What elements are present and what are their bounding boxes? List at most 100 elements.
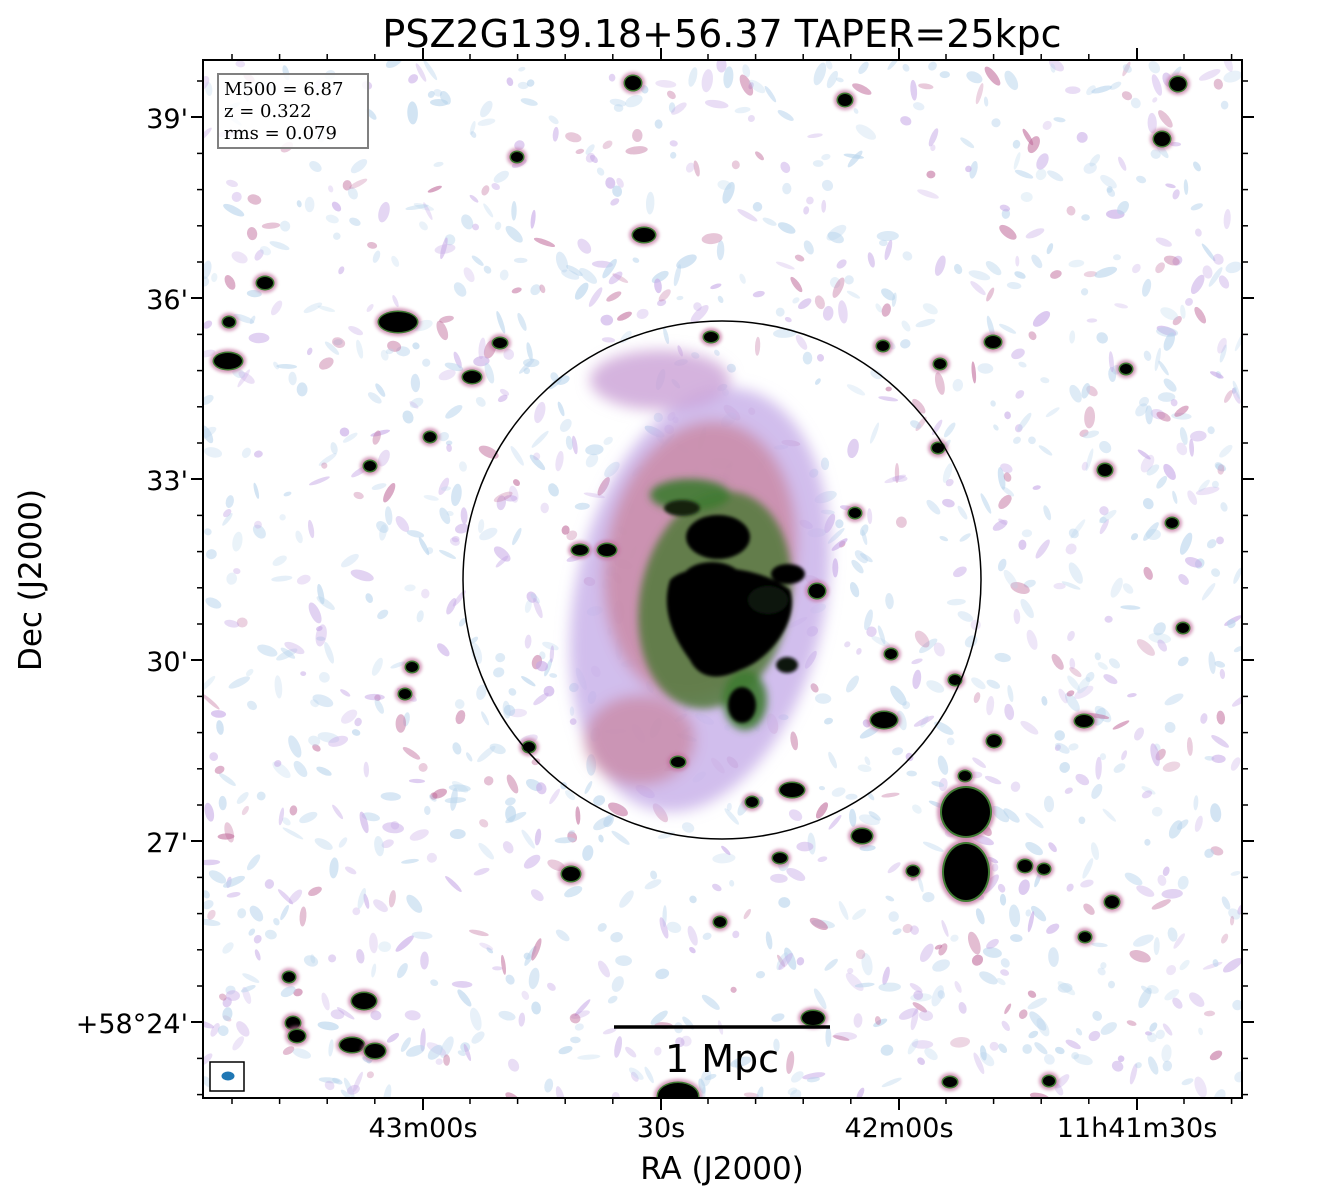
noise-patch	[1181, 1078, 1194, 1086]
noise-patch	[316, 626, 323, 632]
noise-patch	[377, 609, 389, 620]
noise-patch	[986, 679, 1001, 689]
noise-patch	[549, 673, 558, 678]
noise-patch	[1142, 497, 1154, 510]
noise-patch	[953, 566, 967, 578]
noise-patch	[232, 1036, 245, 1051]
noise-patch	[413, 203, 435, 211]
noise-patch	[411, 931, 433, 940]
noise-patch	[1075, 1027, 1083, 1036]
source-core	[942, 788, 990, 836]
noise-patch	[926, 499, 941, 515]
source-core	[871, 712, 897, 728]
noise-patch	[1165, 183, 1176, 189]
noise-patch	[565, 790, 576, 801]
noise-patch	[943, 422, 956, 438]
noise-patch	[518, 1012, 526, 1027]
noise-patch	[432, 788, 447, 799]
noise-patch	[1234, 1071, 1242, 1083]
source-core	[985, 336, 1001, 348]
noise-patch	[585, 144, 595, 155]
noise-patch	[1211, 568, 1221, 577]
noise-patch	[438, 432, 450, 442]
noise-patch	[1085, 448, 1094, 472]
noise-patch	[685, 162, 695, 173]
noise-patch	[721, 845, 731, 856]
noise-patch	[659, 917, 669, 939]
source-core	[1154, 132, 1170, 146]
noise-patch	[465, 752, 473, 762]
noise-patch	[1211, 735, 1229, 748]
noise-patch	[1223, 209, 1231, 230]
source-core	[809, 584, 825, 598]
noise-patch	[569, 1013, 581, 1024]
noise-patch	[1050, 63, 1056, 73]
noise-patch	[1231, 387, 1237, 394]
noise-patch	[836, 259, 847, 269]
noise-patch	[603, 436, 613, 446]
noise-patch	[332, 337, 346, 348]
noise-patch	[1010, 582, 1030, 594]
noise-patch	[463, 267, 475, 283]
noise-patch	[812, 160, 824, 167]
noise-patch	[1150, 743, 1160, 767]
compact-source	[710, 913, 730, 931]
noise-patch	[439, 507, 451, 525]
noise-patch	[390, 821, 400, 830]
noise-patch	[336, 1007, 355, 1020]
noise-patch	[1055, 742, 1070, 754]
noise-patch	[867, 792, 875, 801]
noise-patch	[654, 119, 663, 129]
noise-patch	[407, 101, 418, 125]
noise-patch	[555, 450, 564, 472]
noise-patch	[310, 699, 319, 708]
noise-patch	[493, 667, 505, 678]
noise-patch	[1208, 267, 1223, 287]
noise-patch	[972, 757, 986, 769]
noise-patch	[237, 369, 250, 388]
noise-patch	[391, 255, 400, 267]
noise-patch	[989, 1041, 999, 1051]
noise-patch	[821, 199, 827, 213]
noise-patch	[998, 494, 1012, 509]
noise-patch	[912, 804, 922, 814]
noise-patch	[1206, 539, 1217, 549]
noise-patch	[597, 477, 610, 496]
noise-patch	[1187, 490, 1198, 506]
noise-patch	[673, 264, 682, 287]
noise-patch	[1225, 261, 1242, 274]
noise-patch	[969, 160, 978, 179]
source-core	[1038, 864, 1050, 874]
noise-patch	[366, 1071, 374, 1079]
noise-patch	[454, 699, 465, 709]
noise-patch	[1103, 674, 1118, 685]
noise-patch	[1018, 1009, 1028, 1019]
noise-patch	[257, 644, 278, 657]
noise-patch	[932, 959, 950, 972]
noise-patch	[654, 278, 662, 294]
noise-patch	[517, 81, 529, 90]
noise-patch	[459, 461, 467, 472]
noise-patch	[608, 73, 616, 82]
noise-patch	[1027, 911, 1035, 933]
noise-patch	[950, 934, 959, 942]
noise-patch	[877, 625, 886, 645]
noise-patch	[1104, 615, 1113, 623]
noise-patch	[1164, 721, 1176, 733]
noise-patch	[1097, 662, 1108, 670]
noise-patch	[1049, 60, 1064, 72]
noise-patch	[881, 1077, 902, 1088]
noise-patch	[852, 83, 872, 95]
source-core	[932, 443, 944, 453]
compact-source	[903, 862, 923, 880]
noise-patch	[1068, 562, 1083, 584]
noise-patch	[778, 897, 791, 908]
noise-patch	[1189, 438, 1195, 457]
noise-patch	[445, 440, 453, 446]
compact-source	[285, 1026, 309, 1046]
compact-source	[568, 541, 592, 559]
noise-patch	[991, 805, 1010, 823]
noise-patch	[957, 611, 974, 622]
noise-patch	[1003, 569, 1018, 589]
noise-patch	[654, 1046, 662, 1056]
